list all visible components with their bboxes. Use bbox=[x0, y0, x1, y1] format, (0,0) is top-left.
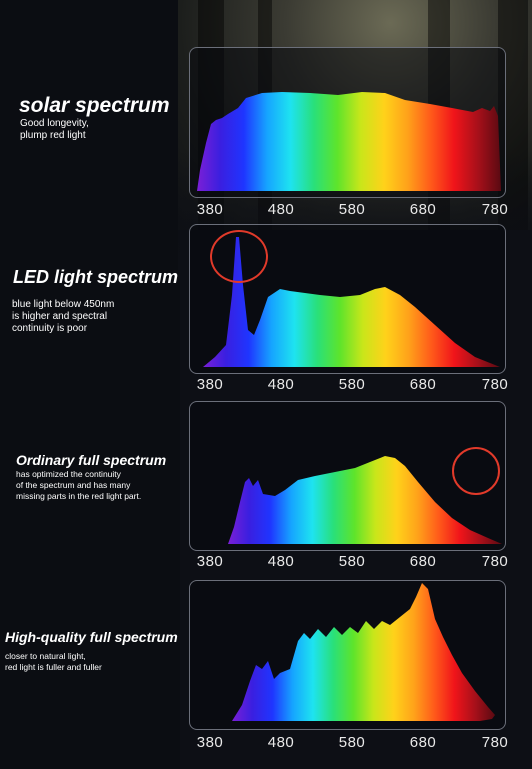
ordinary-full-spectrum-description: has optimized the continuity of the spec… bbox=[16, 469, 142, 501]
tick-label: 380 bbox=[196, 376, 224, 393]
blue-peak-highlight-circle bbox=[210, 230, 268, 283]
tick-label: 380 bbox=[196, 734, 224, 751]
high-quality-full-spectrum-title: High-quality full spectrum bbox=[5, 629, 178, 645]
tick-label: 580 bbox=[338, 376, 366, 393]
tick-label: 580 bbox=[338, 553, 366, 570]
high-quality-full-spectrum-panel bbox=[189, 580, 506, 730]
led-spectrum-graph bbox=[203, 237, 500, 367]
led-spectrum-description: blue light below 450nm is higher and spe… bbox=[12, 299, 115, 334]
solar-spectrum-panel bbox=[189, 47, 506, 198]
tick-label: 580 bbox=[338, 201, 366, 218]
high-quality-full-spectrum-axis: 380 480 580 680 780 bbox=[189, 734, 509, 754]
tick-label: 680 bbox=[409, 734, 437, 751]
led-spectrum-title: LED light spectrum bbox=[13, 267, 179, 287]
tick-label: 480 bbox=[267, 376, 295, 393]
solar-spectrum-title: solar spectrum bbox=[19, 94, 170, 117]
led-spectrum-panel bbox=[189, 224, 506, 374]
tick-label: 380 bbox=[196, 201, 224, 218]
solar-spectrum-axis: 380 480 580 680 780 bbox=[189, 201, 509, 221]
tick-label: 480 bbox=[267, 553, 295, 570]
tick-label: 680 bbox=[409, 201, 437, 218]
tick-label: 580 bbox=[338, 734, 366, 751]
left-background bbox=[0, 0, 180, 769]
solar-spectrum-description: Good longevity, plump red light bbox=[20, 118, 89, 141]
led-spectrum-axis: 380 480 580 680 780 bbox=[189, 376, 509, 396]
tick-label: 480 bbox=[267, 201, 295, 218]
ordinary-full-spectrum-axis: 380 480 580 680 780 bbox=[189, 553, 509, 573]
tick-label: 780 bbox=[481, 553, 509, 570]
ordinary-full-spectrum-title: Ordinary full spectrum bbox=[16, 452, 167, 468]
solar-spectrum-graph bbox=[197, 92, 501, 191]
high-quality-full-spectrum-graph bbox=[232, 583, 495, 721]
tick-label: 780 bbox=[481, 734, 509, 751]
tick-label: 780 bbox=[481, 376, 509, 393]
tick-label: 480 bbox=[267, 734, 295, 751]
tick-label: 680 bbox=[409, 553, 437, 570]
high-quality-full-spectrum-description: closer to natural light, red light is fu… bbox=[5, 651, 102, 672]
tick-label: 380 bbox=[196, 553, 224, 570]
tick-label: 780 bbox=[481, 201, 509, 218]
red-gap-highlight-circle bbox=[452, 447, 500, 495]
ordinary-full-spectrum-graph bbox=[228, 456, 502, 544]
tick-label: 680 bbox=[409, 376, 437, 393]
